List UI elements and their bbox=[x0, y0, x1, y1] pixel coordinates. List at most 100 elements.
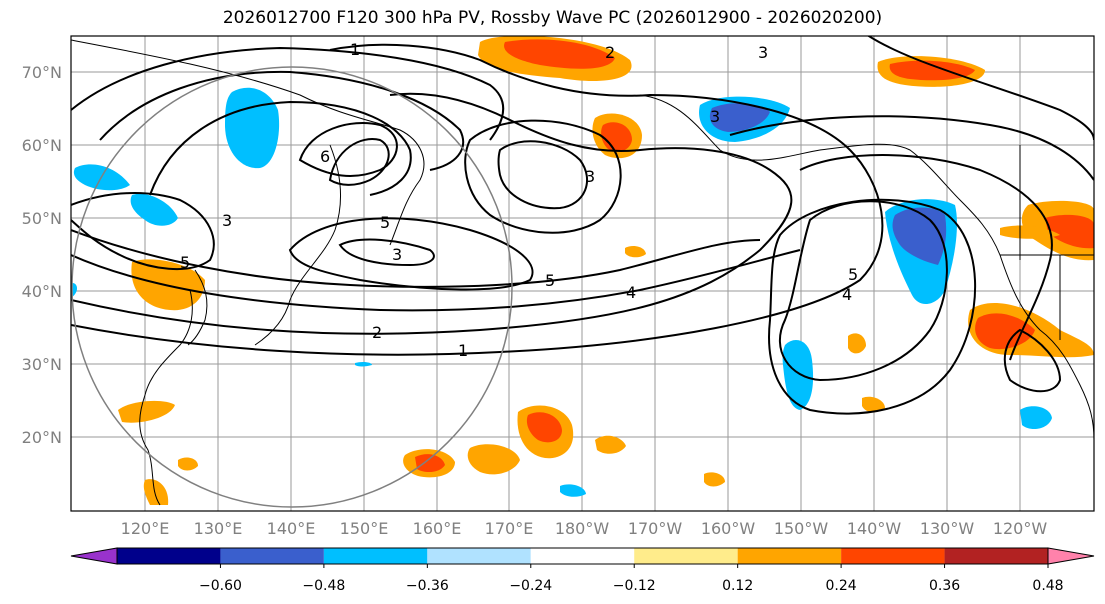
colorbar-segment bbox=[427, 548, 531, 564]
positive-anomaly bbox=[595, 435, 626, 454]
positive-anomaly bbox=[704, 472, 725, 487]
longitude-label: 130°E bbox=[194, 519, 243, 538]
pv-contour-4 bbox=[99, 70, 465, 171]
positive-anomaly bbox=[118, 400, 175, 423]
map-title: 2026012700 F120 300 hPa PV, Rossby Wave … bbox=[222, 8, 883, 28]
colorbar-segment bbox=[944, 548, 1048, 564]
longitude-label: 180°W bbox=[555, 519, 610, 538]
contour-label: 6 bbox=[320, 147, 330, 166]
latitude-label: 40°N bbox=[22, 282, 62, 301]
contour-label: 5 bbox=[545, 271, 555, 290]
negative-anomaly bbox=[1020, 406, 1052, 430]
latitude-label: 20°N bbox=[22, 428, 62, 447]
pv-contour-6 bbox=[298, 122, 398, 177]
contour-label: 5 bbox=[180, 253, 190, 272]
pv-contour-19 bbox=[1003, 328, 1062, 393]
positive-anomaly bbox=[1000, 225, 1060, 239]
pv-contour-14 bbox=[799, 154, 1053, 361]
map-frame bbox=[70, 35, 1095, 512]
colorbar-tick-label: −0.60 bbox=[199, 578, 242, 594]
contour-label: 1 bbox=[458, 341, 468, 360]
positive-anomaly bbox=[848, 333, 866, 354]
positive-anomaly-strong bbox=[601, 122, 632, 152]
longitude-label: 130°W bbox=[920, 519, 975, 538]
contour-label: 3 bbox=[585, 167, 595, 186]
negative-anomaly bbox=[560, 484, 586, 497]
positive-anomaly bbox=[625, 246, 646, 258]
longitude-label: 170°W bbox=[628, 519, 683, 538]
positive-anomaly-strong bbox=[1045, 214, 1094, 249]
longitude-label: 170°E bbox=[485, 519, 534, 538]
contour-label: 3 bbox=[392, 245, 402, 264]
positive-anomaly-strong bbox=[889, 60, 975, 81]
positive-anomaly bbox=[467, 444, 520, 475]
latitude-label: 60°N bbox=[22, 136, 62, 155]
great-circle-outline bbox=[71, 66, 513, 508]
pv-contour-20 bbox=[71, 192, 215, 271]
pv-contour-2 bbox=[71, 92, 793, 335]
pv-contour-17 bbox=[779, 200, 948, 382]
longitude-label: 120°E bbox=[121, 519, 170, 538]
colorbar-segment bbox=[530, 548, 635, 564]
longitude-labels: 120°E 130°E 140°E 150°E 160°E 170°E 180°W 170°W… bbox=[121, 519, 1048, 538]
pv-contour-5 bbox=[149, 100, 412, 196]
pv-contour-7 bbox=[328, 138, 390, 186]
positive-anomaly-strong bbox=[415, 454, 445, 473]
contour-label: 2 bbox=[372, 323, 382, 342]
contour-label: 4 bbox=[626, 283, 636, 302]
contour-label: 5 bbox=[380, 213, 390, 232]
negative-anomaly bbox=[355, 361, 372, 367]
colorbar-tick-label: 0.36 bbox=[929, 578, 960, 594]
longitude-label: 160°W bbox=[701, 519, 756, 538]
latitude-label: 30°N bbox=[22, 355, 62, 374]
pv-contour-15 bbox=[729, 115, 1094, 181]
latitude-label: 70°N bbox=[22, 63, 62, 82]
longitude-label: 140°E bbox=[267, 519, 316, 538]
coastline-china bbox=[139, 289, 193, 506]
positive-anomaly bbox=[178, 457, 198, 471]
pv-contour-12 bbox=[338, 238, 435, 267]
coastlines bbox=[71, 39, 1094, 506]
latitude-labels: 70°N 60°N 50°N 40°N 30°N 20°N bbox=[22, 63, 62, 447]
positive-anomaly bbox=[862, 396, 885, 413]
contour-label: 3 bbox=[222, 211, 232, 230]
pv-contours bbox=[71, 36, 1094, 415]
colorbar-tick-label: −0.12 bbox=[613, 578, 656, 594]
colorbar-tick-label: 0.24 bbox=[826, 578, 857, 594]
colorbar-frame bbox=[116, 547, 1049, 565]
positive-anomaly-strong bbox=[526, 412, 562, 443]
negative-anomaly bbox=[225, 87, 280, 169]
negative-anomaly bbox=[130, 193, 178, 226]
pv-contour-16 bbox=[866, 36, 1094, 141]
longitude-label: 120°W bbox=[993, 519, 1048, 538]
positive-anomaly-strong bbox=[975, 313, 1035, 350]
latitude-label: 50°N bbox=[22, 209, 62, 228]
colorbar-segment bbox=[220, 548, 324, 564]
contour-label: 1 bbox=[350, 40, 360, 59]
colorbar-extension-low bbox=[70, 547, 118, 565]
contour-label: 2 bbox=[605, 43, 615, 62]
longitude-label: 150°W bbox=[774, 519, 829, 538]
pv-contour-11 bbox=[71, 249, 801, 312]
negative-anomaly bbox=[782, 340, 814, 410]
negative-anomaly-strong bbox=[709, 103, 770, 132]
positive-anomaly bbox=[143, 479, 169, 505]
contour-label: 3 bbox=[710, 107, 720, 126]
pv-contour-1 bbox=[71, 43, 884, 356]
pv-contour-18 bbox=[768, 198, 977, 415]
colorbar-segment bbox=[323, 548, 428, 564]
political-boundaries bbox=[1000, 145, 1094, 340]
colorbar-extension-high bbox=[1047, 547, 1095, 565]
contour-label: 5 bbox=[848, 265, 858, 284]
pv-contour-3 bbox=[71, 46, 505, 141]
colorbar-tick-label: 0.12 bbox=[722, 578, 753, 594]
pv-contour-13 bbox=[288, 217, 534, 291]
positive-anomaly-strong bbox=[504, 39, 615, 69]
colorbar-segment bbox=[634, 548, 738, 564]
coastline-japan bbox=[254, 144, 341, 346]
colorbar-tick-label: −0.36 bbox=[406, 578, 449, 594]
longitude-label: 140°W bbox=[847, 519, 902, 538]
contour-label: 3 bbox=[758, 43, 768, 62]
coastline-asia bbox=[71, 39, 425, 246]
